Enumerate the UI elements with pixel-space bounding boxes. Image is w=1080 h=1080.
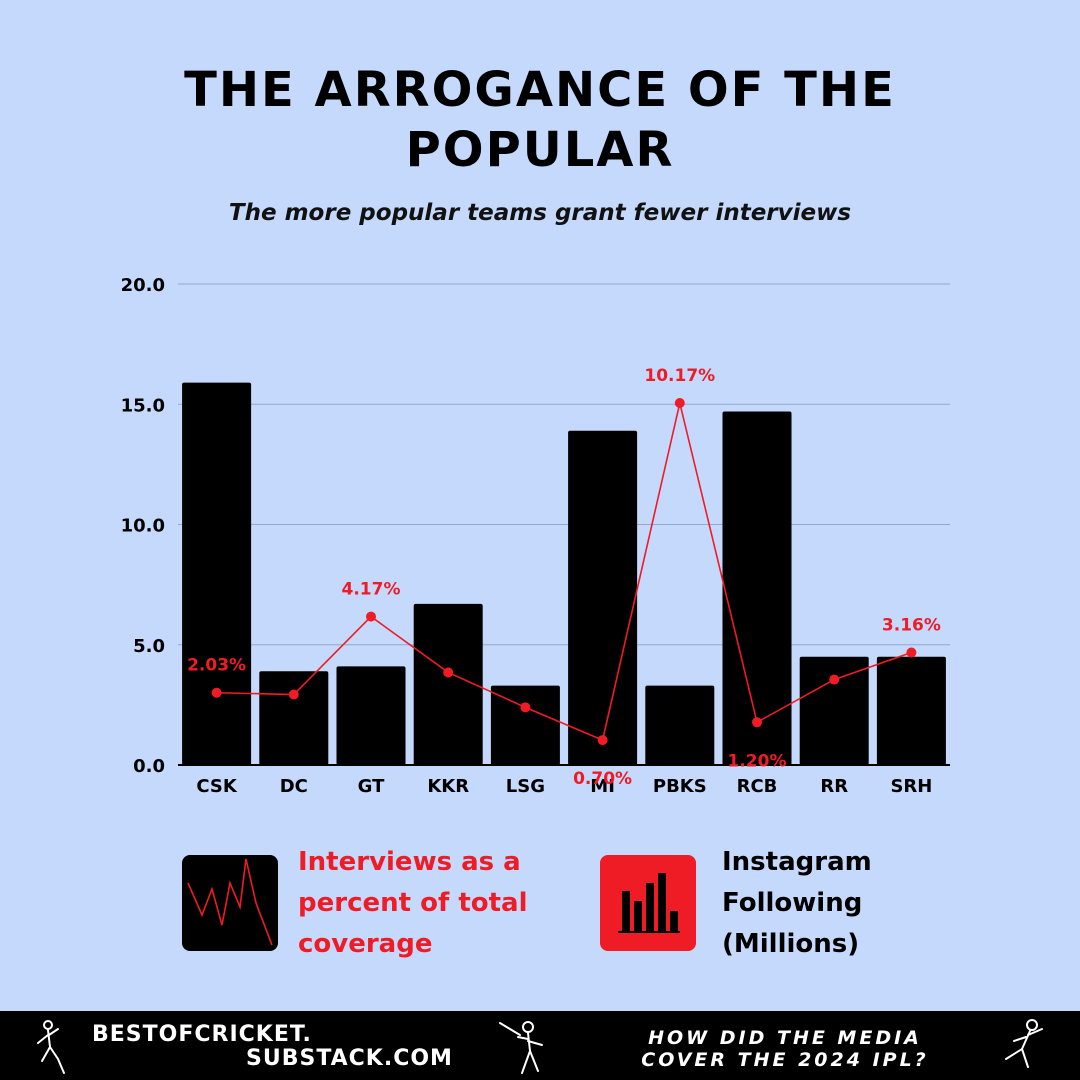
bar-series [178,382,950,766]
line-data-label: 4.17% [342,580,401,600]
bar-gt [336,666,406,765]
line-point-pbks [674,398,685,409]
line-point-dc [288,689,299,700]
footer-tagline: HOW DID THE MEDIA COVER THE 2024 IPL? [641,1027,929,1071]
brand-line-1: BESTOFCRICKET. [92,1022,312,1047]
line-data-label: 3.16% [882,616,941,636]
line-data-label: 0.70% [573,769,632,789]
line-legend-swatch [182,855,278,951]
y-tick-label: 10.0 [121,516,165,537]
bar-dc [259,671,329,765]
line-point-gt [366,611,376,622]
x-tick-label: SRH [890,776,932,797]
bar-csk [182,382,252,765]
x-tick-label: KKR [427,776,469,797]
line-data-label: 1.20% [728,751,787,771]
interviews-line [216,402,912,742]
bar-rcb [722,411,792,765]
cricket-batsman-icon [499,1021,543,1074]
x-tick-label: GT [358,776,385,797]
y-tick-label: 15.0 [121,395,165,416]
footer-bar: BESTOFCRICKET. SUBSTACK.COM HOW DID THE … [0,1011,1080,1080]
y-tick-label: 20.0 [121,275,165,296]
line-data-label: 2.03% [187,656,246,676]
cricket-fielder-icon [1005,1019,1043,1068]
cricket-bowler-icon [37,1020,65,1074]
brand-line-2: SUBSTACK.COM [246,1046,453,1071]
y-tick-label: 0.0 [133,756,165,777]
bar-legend-swatch [600,855,696,951]
line-point-rcb [752,717,762,728]
line-chart-icon [187,858,273,946]
x-tick-label: LSG [506,776,545,797]
x-axis-ticks: CSK DC GT KKR LSG MI PBKS RCB RR SRH [196,776,932,797]
x-tick-label: MI [590,776,615,797]
chart-subtitle: The more popular teams grant fewer inter… [228,200,852,226]
bar-srh [876,656,946,765]
y-axis-ticks: 0.0 5.0 10.0 15.0 20.0 [121,275,165,777]
bar-kkr [413,603,483,765]
line-point-mi [597,735,608,746]
x-tick-label: DC [280,776,308,797]
line-data-label: 10.17% [644,366,715,386]
bar-mi [568,430,638,765]
bar-lsg [490,685,560,765]
bar-chart-icon [618,873,680,933]
bar-pbks [645,685,715,765]
line-point-lsg [520,702,531,713]
line-point-rr [829,674,840,685]
line-data-labels: 2.03% 4.17% 0.70% 10.17% 1.20% 3.16% [187,366,941,789]
line-series [211,398,917,746]
bar-legend-label: Instagram Following (Millions) [722,847,872,959]
x-tick-label: PBKS [653,776,707,797]
chart-title: THE ARROGANCE OF THE POPULAR [184,62,896,178]
y-tick-label: 5.0 [133,636,165,657]
bar-rr [799,656,869,765]
line-point-kkr [443,667,454,678]
x-tick-label: RCB [737,776,778,797]
x-tick-label: CSK [196,776,238,797]
line-legend-label: Interviews as a percent of total coverag… [298,847,528,959]
brand-name: BESTOFCRICKET. SUBSTACK.COM [92,1023,492,1071]
line-point-csk [211,687,222,698]
x-tick-label: RR [820,776,848,797]
gridlines [178,283,950,646]
line-point-srh [906,647,917,658]
